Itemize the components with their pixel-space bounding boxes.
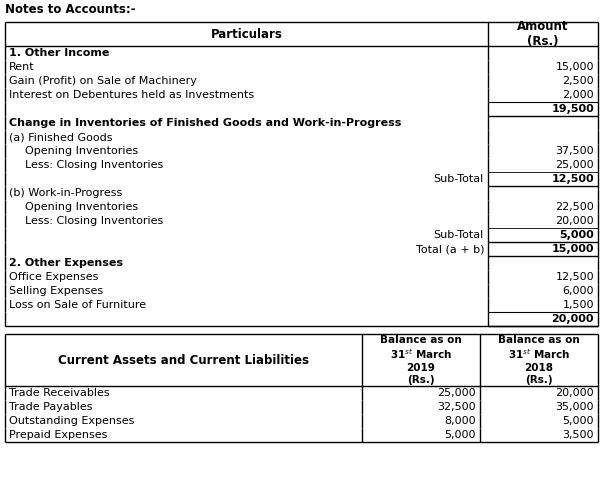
Text: 20,000: 20,000 <box>555 388 594 398</box>
Text: Notes to Accounts:-: Notes to Accounts:- <box>5 3 136 16</box>
Text: Balance as on
31$^{st}$ March
2018
(Rs.): Balance as on 31$^{st}$ March 2018 (Rs.) <box>498 336 580 384</box>
Text: 20,000: 20,000 <box>552 314 594 324</box>
Text: 1. Other Income: 1. Other Income <box>9 48 110 58</box>
Text: Sub-Total: Sub-Total <box>434 174 484 184</box>
Text: Balance as on
31$^{st}$ March
2019
(Rs.): Balance as on 31$^{st}$ March 2019 (Rs.) <box>380 336 462 384</box>
Text: 12,500: 12,500 <box>551 174 594 184</box>
Text: Less: Closing Inventories: Less: Closing Inventories <box>25 216 163 226</box>
Text: 25,000: 25,000 <box>437 388 476 398</box>
Text: Selling Expenses: Selling Expenses <box>9 286 103 296</box>
Text: 3,500: 3,500 <box>563 430 594 440</box>
Text: Outstanding Expenses: Outstanding Expenses <box>9 416 134 426</box>
Text: 5,000: 5,000 <box>445 430 476 440</box>
Text: Amount
(Rs.): Amount (Rs.) <box>517 20 569 48</box>
Text: Change in Inventories of Finished Goods and Work-in-Progress: Change in Inventories of Finished Goods … <box>9 118 401 128</box>
Text: 5,000: 5,000 <box>559 230 594 240</box>
Text: 5,000: 5,000 <box>563 416 594 426</box>
Text: Interest on Debentures held as Investments: Interest on Debentures held as Investmen… <box>9 90 254 100</box>
Text: 19,500: 19,500 <box>551 104 594 114</box>
Text: 35,000: 35,000 <box>555 402 594 412</box>
Text: 6,000: 6,000 <box>563 286 594 296</box>
Text: Loss on Sale of Furniture: Loss on Sale of Furniture <box>9 300 146 310</box>
Text: Less: Closing Inventories: Less: Closing Inventories <box>25 160 163 170</box>
Text: 2. Other Expenses: 2. Other Expenses <box>9 258 123 268</box>
Text: Total (a + b): Total (a + b) <box>416 244 484 254</box>
Text: Trade Receivables: Trade Receivables <box>9 388 110 398</box>
Text: 32,500: 32,500 <box>437 402 476 412</box>
Text: 12,500: 12,500 <box>555 272 594 282</box>
Text: 25,000: 25,000 <box>555 160 594 170</box>
Text: Current Assets and Current Liabilities: Current Assets and Current Liabilities <box>58 353 309 367</box>
Text: Trade Payables: Trade Payables <box>9 402 93 412</box>
Text: 2,000: 2,000 <box>563 90 594 100</box>
Text: 15,000: 15,000 <box>552 244 594 254</box>
Text: Sub-Total: Sub-Total <box>434 230 484 240</box>
Text: 15,000: 15,000 <box>555 62 594 72</box>
Text: 2,500: 2,500 <box>563 76 594 86</box>
Text: Opening Inventories: Opening Inventories <box>25 146 138 156</box>
Text: Office Expenses: Office Expenses <box>9 272 99 282</box>
Text: 1,500: 1,500 <box>563 300 594 310</box>
Text: (a) Finished Goods: (a) Finished Goods <box>9 132 113 142</box>
Text: Rent: Rent <box>9 62 34 72</box>
Text: (b) Work-in-Progress: (b) Work-in-Progress <box>9 188 122 198</box>
Text: 20,000: 20,000 <box>555 216 594 226</box>
Text: 22,500: 22,500 <box>555 202 594 212</box>
Text: Opening Inventories: Opening Inventories <box>25 202 138 212</box>
Text: Prepaid Expenses: Prepaid Expenses <box>9 430 107 440</box>
Text: 8,000: 8,000 <box>445 416 476 426</box>
Text: Gain (Profit) on Sale of Machinery: Gain (Profit) on Sale of Machinery <box>9 76 197 86</box>
Text: Particulars: Particulars <box>211 27 283 40</box>
Text: 37,500: 37,500 <box>555 146 594 156</box>
